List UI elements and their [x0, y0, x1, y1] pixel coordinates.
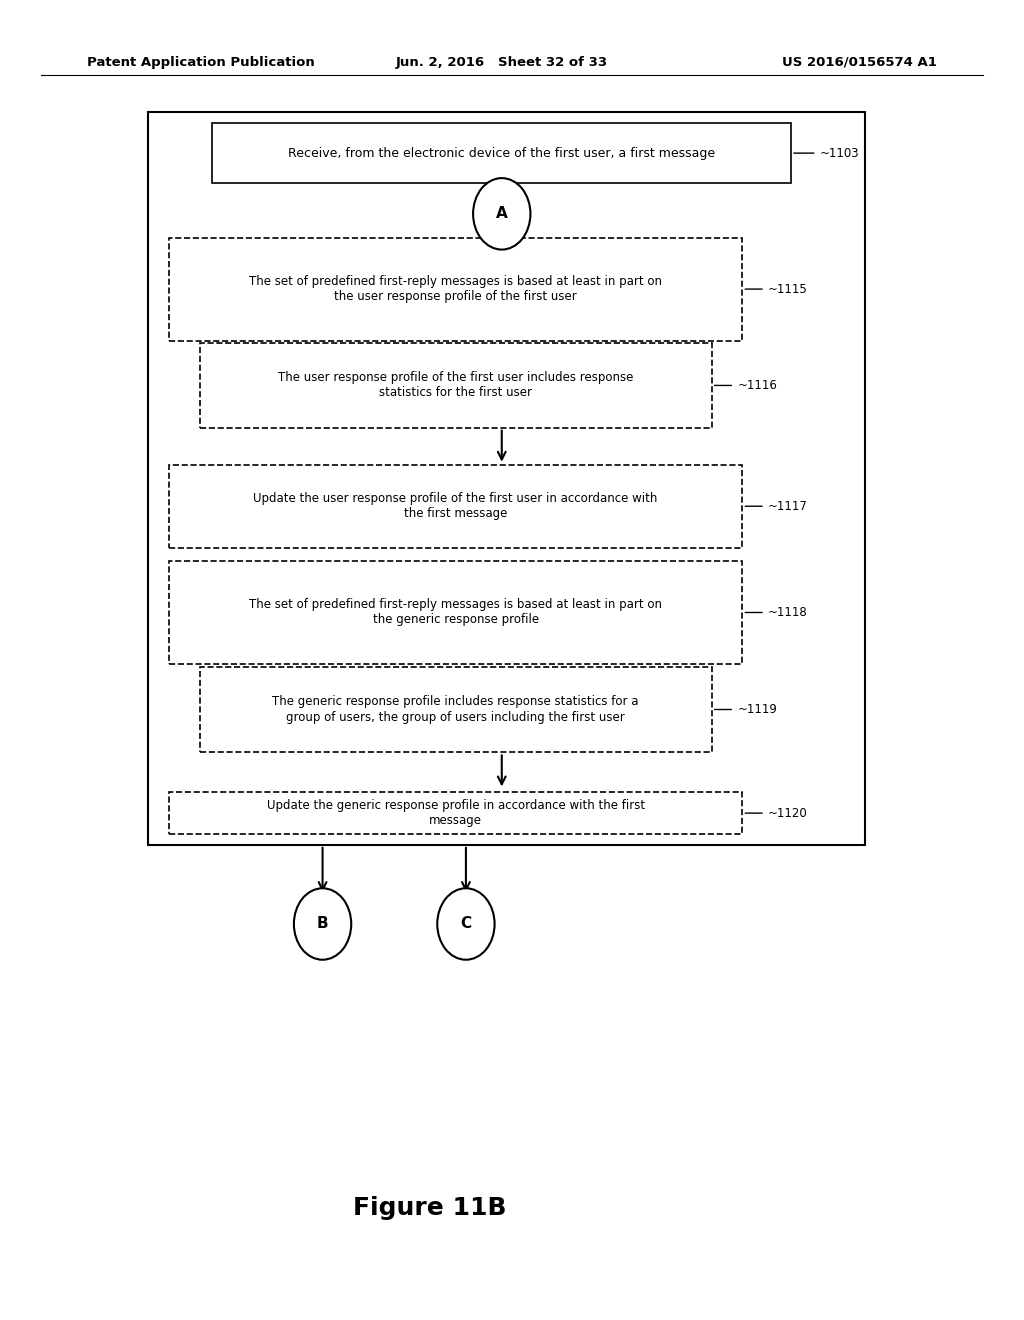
Text: B: B: [316, 916, 329, 932]
Text: The generic response profile includes response statistics for a
group of users, : The generic response profile includes re…: [272, 696, 639, 723]
Bar: [213, 123, 791, 182]
Text: ~1117: ~1117: [768, 500, 808, 512]
Text: Update the user response profile of the first user in accordance with
the first : Update the user response profile of the …: [254, 492, 657, 520]
Bar: [200, 343, 712, 428]
Text: The user response profile of the first user includes response
statistics for the: The user response profile of the first u…: [278, 371, 634, 400]
Text: US 2016/0156574 A1: US 2016/0156574 A1: [782, 55, 937, 69]
Text: ~1103: ~1103: [819, 147, 859, 160]
Text: ~1119: ~1119: [737, 704, 777, 715]
Text: ~1115: ~1115: [768, 282, 808, 296]
Text: Receive, from the electronic device of the first user, a first message: Receive, from the electronic device of t…: [288, 147, 716, 160]
Ellipse shape: [294, 888, 351, 960]
Ellipse shape: [437, 888, 495, 960]
Bar: [169, 792, 742, 834]
Text: ~1118: ~1118: [768, 606, 808, 619]
Bar: [169, 465, 742, 548]
Text: Patent Application Publication: Patent Application Publication: [87, 55, 314, 69]
Bar: [200, 667, 712, 752]
Bar: [169, 238, 742, 341]
Bar: [148, 112, 865, 845]
Text: ~1116: ~1116: [737, 379, 777, 392]
Ellipse shape: [473, 178, 530, 249]
Text: A: A: [496, 206, 508, 222]
Text: C: C: [461, 916, 471, 932]
Text: Figure 11B: Figure 11B: [353, 1196, 507, 1220]
Text: Update the generic response profile in accordance with the first
message: Update the generic response profile in a…: [266, 799, 645, 828]
Bar: [169, 561, 742, 664]
Text: Jun. 2, 2016   Sheet 32 of 33: Jun. 2, 2016 Sheet 32 of 33: [395, 55, 608, 69]
Text: ~1120: ~1120: [768, 807, 808, 820]
Text: The set of predefined first-reply messages is based at least in part on
the gene: The set of predefined first-reply messag…: [249, 598, 663, 627]
Text: The set of predefined first-reply messages is based at least in part on
the user: The set of predefined first-reply messag…: [249, 275, 663, 304]
